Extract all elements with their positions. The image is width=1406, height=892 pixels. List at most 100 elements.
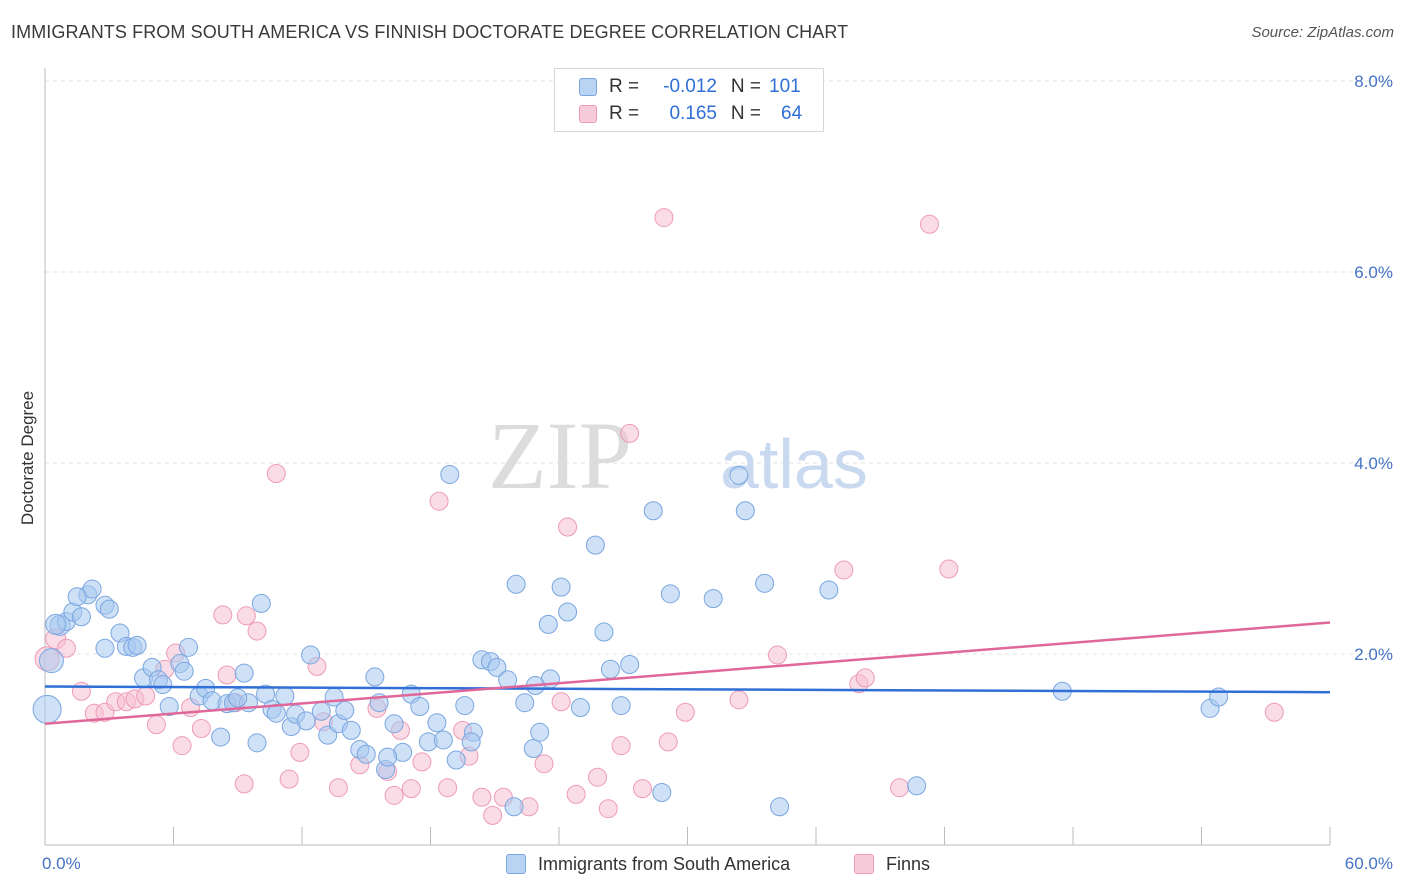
immigrants-point	[440, 464, 460, 484]
immigrants-point	[558, 602, 578, 622]
immigrants-point	[427, 713, 447, 733]
finns-point	[566, 784, 586, 804]
y-tick-label: 2.0%	[1354, 645, 1393, 664]
immigrants-point	[95, 638, 115, 658]
legend-row-immigrants: R = -0.012 N = 101	[579, 75, 801, 99]
finns-point	[438, 778, 458, 798]
immigrants-point	[341, 720, 361, 740]
finns-point	[598, 799, 618, 819]
immigrants-point	[487, 657, 507, 677]
finns-point	[551, 692, 571, 712]
finns-point	[172, 736, 192, 756]
immigrants-point	[585, 535, 605, 555]
axis-labels: 2.0% 4.0% 6.0% 8.0% 0.0% 60.0% Doctorate Degre…	[18, 72, 1393, 873]
finns-point	[279, 769, 299, 789]
immigrants-point	[153, 675, 173, 695]
grid-lines	[45, 80, 1392, 655]
immigrants-point	[178, 637, 198, 657]
finns-point	[620, 423, 640, 443]
finns-point	[834, 560, 854, 580]
immigrants-point	[530, 722, 550, 742]
immigrants-point	[433, 730, 453, 750]
immigrants-point	[461, 732, 481, 752]
immigrants-point	[455, 696, 475, 716]
immigrants-point	[384, 714, 404, 734]
immigrants-point	[71, 607, 91, 627]
finns-point	[611, 736, 631, 756]
bottom-legend-label-immigrants: Immigrants from South America	[538, 853, 791, 874]
legend-n-value: 64	[781, 103, 803, 124]
immigrants-point	[301, 645, 321, 665]
finns-point	[654, 208, 674, 228]
immigrants-point	[907, 776, 927, 796]
finns-point	[472, 787, 492, 807]
finns-point	[1264, 702, 1284, 722]
correlation-legend: R = -0.012 N = 101 R = 0.165 N = 64	[554, 68, 824, 132]
finns-point	[234, 774, 254, 794]
immigrants-point	[506, 574, 526, 594]
finns-point	[191, 718, 211, 738]
immigrants-point	[735, 501, 755, 521]
immigrants-point	[594, 622, 614, 642]
y-tick-label: 8.0%	[1354, 72, 1393, 91]
legend-r-label: R =	[609, 103, 640, 124]
finns-point	[534, 754, 554, 774]
finns-point	[939, 559, 959, 579]
immigrants-point	[266, 703, 286, 723]
watermark: ZIP atlas	[488, 402, 868, 509]
immigrants-point	[410, 697, 430, 717]
immigrants-point	[99, 599, 119, 619]
immigrants-point	[275, 686, 295, 706]
immigrants-point	[67, 587, 87, 607]
immigrants-point	[504, 797, 524, 817]
immigrants-point	[234, 663, 254, 683]
immigrants-point	[38, 648, 64, 674]
finns-point	[146, 715, 166, 735]
finns-point	[558, 517, 578, 537]
legend-r-label: R =	[609, 76, 640, 97]
y-axis-title: Doctorate Degree	[18, 391, 37, 525]
legend-r-value: -0.012	[663, 76, 717, 97]
axes	[44, 68, 1331, 846]
immigrants-point	[311, 701, 331, 721]
finns-point	[213, 605, 233, 625]
finns-point	[328, 778, 348, 798]
legend-swatch-finns	[579, 105, 597, 123]
legend-swatch-immigrants	[579, 78, 597, 96]
finns-point	[290, 742, 310, 762]
finns-point	[855, 668, 875, 688]
immigrants-point	[611, 696, 631, 716]
finns-point	[729, 690, 749, 710]
legend-n-value: 101	[769, 76, 801, 97]
immigrants-point	[228, 688, 248, 708]
immigrants-point	[174, 661, 194, 681]
immigrants-point	[32, 694, 62, 724]
finns-point	[429, 491, 449, 511]
finns-point	[920, 214, 940, 234]
immigrants-point	[247, 733, 267, 753]
x-tick-label-min: 0.0%	[42, 854, 81, 873]
legend-n-label: N =	[730, 76, 761, 97]
bottom-legend-swatch-immigrants	[506, 854, 526, 874]
immigrants-point	[770, 797, 790, 817]
bottom-legend-finns: Finns	[854, 852, 930, 876]
finns-point	[266, 464, 286, 484]
watermark-zip: ZIP	[488, 402, 632, 509]
legend-row-finns: R = 0.165 N = 64	[579, 102, 802, 126]
immigrants-point	[127, 635, 147, 655]
immigrants-point	[523, 739, 543, 759]
immigrants-point	[211, 727, 231, 747]
immigrants-point	[335, 700, 355, 720]
bottom-legend-swatch-finns	[854, 854, 874, 874]
immigrants-trend-line	[44, 685, 1331, 694]
finns-point	[483, 805, 503, 825]
finns-point	[401, 779, 421, 799]
immigrants-point	[570, 697, 590, 717]
legend-r-value: 0.165	[669, 103, 717, 124]
immigrants-point	[819, 580, 839, 600]
source-label: Source: ZipAtlas.com	[1251, 24, 1394, 41]
finns-point	[71, 681, 91, 701]
finns-point	[136, 686, 156, 706]
immigrants-point	[652, 782, 672, 802]
immigrants-point	[296, 711, 316, 731]
